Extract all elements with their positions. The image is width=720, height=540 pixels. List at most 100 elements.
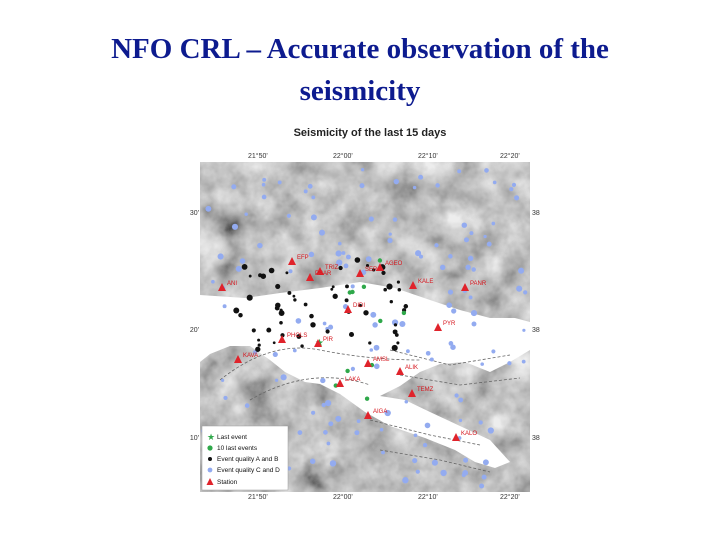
event-quality-cd	[481, 474, 487, 480]
event-quality-cd	[450, 344, 456, 350]
station-label: SERG	[365, 267, 382, 273]
event-quality-cd	[360, 168, 365, 172]
event-quality-cd	[492, 180, 497, 185]
event-quality-cd	[239, 258, 246, 264]
event-quality-cd	[425, 350, 431, 356]
event-quality-cd	[388, 232, 392, 236]
event-quality-cd	[486, 241, 492, 247]
event-quality-cd	[402, 477, 409, 484]
station-marker	[364, 411, 372, 419]
event-quality-ab	[358, 303, 362, 308]
event-quality-cd	[257, 242, 263, 249]
event-quality-cd	[286, 213, 291, 218]
event-quality-ab	[330, 287, 334, 291]
event-quality-cd	[479, 483, 485, 489]
event-quality-cd	[471, 321, 477, 327]
event-quality-ab	[344, 298, 349, 303]
station-label: AMSL	[373, 357, 390, 363]
event-quality-cd	[463, 237, 470, 243]
event-quality-cd	[482, 459, 489, 466]
event-quality-cd	[509, 187, 514, 192]
event-quality-cd	[379, 427, 384, 432]
event-quality-cd	[491, 221, 496, 226]
station-marker	[434, 323, 442, 331]
event-quality-cd	[345, 254, 351, 260]
event-quality-ab	[296, 334, 302, 339]
event-quality-cd	[381, 450, 385, 455]
station-label: TEMZ	[417, 387, 434, 393]
station-label: EFP	[297, 255, 309, 261]
event-quality-ab	[241, 264, 248, 270]
event-quality-cd	[280, 374, 287, 381]
event-quality-cd	[328, 421, 334, 427]
lat-tick: 38°20'	[190, 326, 199, 334]
event-quality-cd	[341, 251, 346, 255]
station-label: ANI	[227, 281, 237, 287]
event-quality-cd	[467, 255, 474, 262]
station-label: PANR	[470, 281, 487, 287]
event-quality-cd	[277, 180, 282, 185]
event-quality-cd	[458, 418, 463, 423]
event-quality-cd	[461, 472, 466, 478]
event-quality-ab	[260, 273, 267, 279]
lon-tick-bottom: 22°00'	[333, 493, 353, 500]
slide-title: NFO CRL – Accurate observation of the se…	[0, 28, 720, 112]
event-quality-cd	[424, 422, 431, 429]
event-quality-cd	[392, 217, 398, 222]
lon-tick-top: 22°20'	[500, 152, 520, 160]
event-quality-cd	[322, 321, 327, 326]
event-quality-ab	[345, 284, 349, 289]
seismic-events: ★	[201, 168, 528, 489]
event-quality-cd	[418, 174, 424, 180]
event-quality-cd	[471, 267, 476, 272]
event-quality-ab	[292, 294, 296, 298]
event-quality-cd	[324, 399, 332, 407]
event-quality-cd	[458, 397, 464, 403]
event-quality-ab	[391, 344, 398, 351]
station-label: PIR	[323, 337, 334, 343]
station-marker	[376, 263, 384, 271]
station-label: TRIZ	[325, 265, 339, 271]
event-quality-ab	[310, 322, 316, 328]
station-label: PHOLS	[287, 333, 307, 339]
event-quality-cd	[295, 318, 302, 324]
event-quality-ab	[266, 327, 272, 333]
station-marker	[316, 267, 324, 275]
fault-lines	[219, 347, 521, 473]
event-quality-cd	[222, 304, 227, 309]
event-quality-cd	[434, 243, 439, 248]
station-label: KALE	[418, 279, 433, 285]
event-quality-cd	[272, 351, 278, 357]
event-quality-cd	[231, 223, 239, 230]
event-quality-ab	[303, 302, 308, 307]
map-legend: ★ Last event 10 last events Event qualit…	[201, 425, 289, 491]
event-recent	[345, 368, 350, 374]
green-dot-icon	[207, 445, 213, 451]
event-quality-cd	[468, 295, 473, 300]
event-quality-cd	[310, 214, 317, 221]
event-quality-ab	[386, 283, 393, 290]
legend-label: Event quality C and D	[217, 467, 280, 474]
red-triangle-icon	[206, 478, 214, 485]
event-quality-ab	[246, 294, 253, 301]
event-quality-cd	[235, 265, 242, 272]
event-quality-ab	[338, 265, 343, 271]
event-quality-cd	[338, 241, 342, 246]
event-quality-cd	[288, 269, 293, 274]
event-quality-ab	[354, 257, 361, 263]
event-quality-cd	[447, 289, 454, 295]
event-quality-cd	[422, 442, 428, 448]
event-quality-ab	[332, 293, 338, 299]
event-quality-cd	[372, 322, 378, 328]
lon-tick-top: 21°50'	[248, 152, 268, 160]
event-recent	[364, 396, 370, 401]
event-quality-cd	[440, 469, 447, 477]
station-marker	[314, 339, 322, 347]
event-quality-ab	[278, 310, 285, 317]
station-marker	[218, 283, 226, 291]
event-quality-cd	[231, 184, 237, 190]
map-caption: Seismicity of the last 15 days	[293, 127, 447, 139]
station-label: PYR	[443, 321, 456, 327]
event-quality-ab	[368, 341, 372, 345]
